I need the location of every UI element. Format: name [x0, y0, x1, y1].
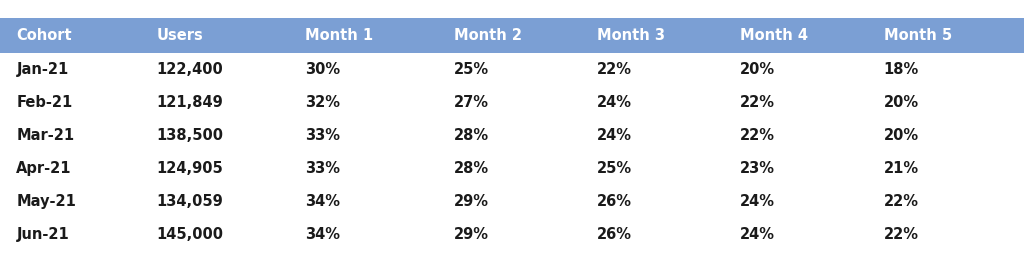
Text: 145,000: 145,000 — [157, 227, 223, 242]
Bar — [0, 53, 1024, 86]
Bar — [0, 218, 1024, 251]
Text: 26%: 26% — [597, 227, 632, 242]
Text: Users: Users — [157, 28, 204, 43]
Text: 20%: 20% — [884, 128, 919, 143]
Text: 122,400: 122,400 — [157, 62, 223, 77]
Text: 25%: 25% — [454, 62, 488, 77]
Text: 138,500: 138,500 — [157, 128, 223, 143]
Text: 24%: 24% — [597, 95, 632, 110]
Text: 22%: 22% — [884, 194, 919, 209]
Text: 29%: 29% — [454, 194, 488, 209]
Text: 28%: 28% — [454, 161, 488, 176]
Text: 25%: 25% — [597, 161, 632, 176]
Text: 22%: 22% — [597, 62, 632, 77]
Text: 26%: 26% — [597, 194, 632, 209]
Text: 29%: 29% — [454, 227, 488, 242]
Text: 121,849: 121,849 — [157, 95, 223, 110]
Text: Month 2: Month 2 — [454, 28, 521, 43]
Text: Month 3: Month 3 — [597, 28, 665, 43]
Text: Month 1: Month 1 — [305, 28, 374, 43]
Bar — [0, 152, 1024, 185]
Text: 24%: 24% — [740, 227, 775, 242]
Text: May-21: May-21 — [16, 194, 76, 209]
Text: 33%: 33% — [305, 161, 340, 176]
Text: 22%: 22% — [740, 128, 775, 143]
Text: Jun-21: Jun-21 — [16, 227, 70, 242]
Text: 22%: 22% — [740, 95, 775, 110]
Text: 124,905: 124,905 — [157, 161, 223, 176]
Text: 18%: 18% — [884, 62, 919, 77]
Text: 32%: 32% — [305, 95, 340, 110]
Text: Feb-21: Feb-21 — [16, 95, 73, 110]
Text: 34%: 34% — [305, 227, 340, 242]
Text: 20%: 20% — [884, 95, 919, 110]
Text: 24%: 24% — [597, 128, 632, 143]
Bar — [0, 86, 1024, 119]
Text: Cohort: Cohort — [16, 28, 72, 43]
Text: Month 4: Month 4 — [740, 28, 808, 43]
Text: 20%: 20% — [740, 62, 775, 77]
Bar — [0, 185, 1024, 218]
Text: Month 5: Month 5 — [884, 28, 952, 43]
Text: 30%: 30% — [305, 62, 340, 77]
Text: 22%: 22% — [884, 227, 919, 242]
Text: 134,059: 134,059 — [157, 194, 223, 209]
Text: Jan-21: Jan-21 — [16, 62, 69, 77]
Text: 21%: 21% — [884, 161, 919, 176]
Text: 24%: 24% — [740, 194, 775, 209]
Text: Apr-21: Apr-21 — [16, 161, 72, 176]
Bar — [0, 18, 1024, 53]
Text: Mar-21: Mar-21 — [16, 128, 75, 143]
Text: 23%: 23% — [740, 161, 775, 176]
Text: 27%: 27% — [454, 95, 488, 110]
Text: 34%: 34% — [305, 194, 340, 209]
Bar — [0, 119, 1024, 152]
Text: 28%: 28% — [454, 128, 488, 143]
Text: 33%: 33% — [305, 128, 340, 143]
